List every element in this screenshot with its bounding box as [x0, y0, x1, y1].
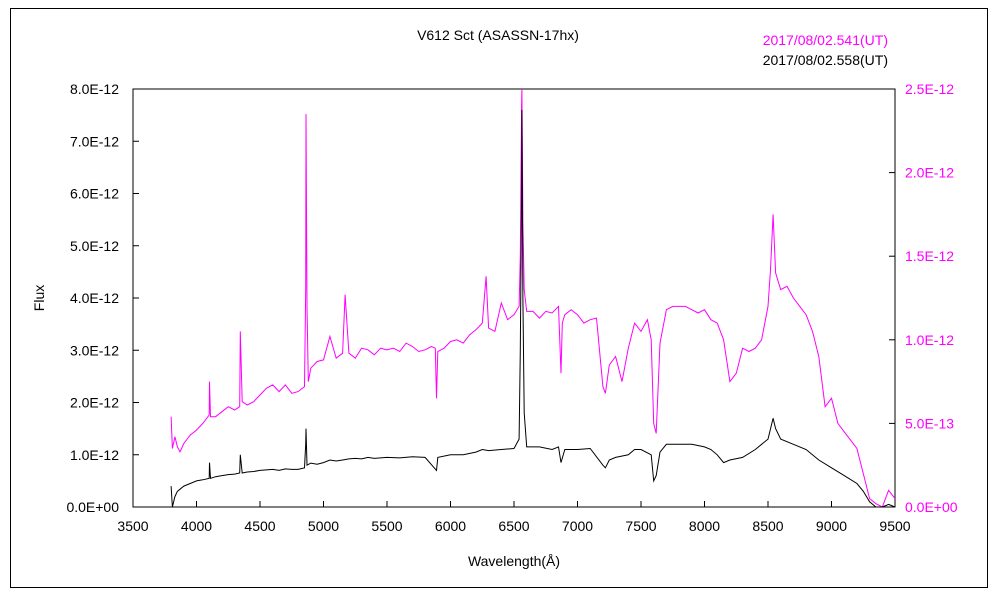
y-left-tick-label: 7.0E-12	[70, 133, 119, 149]
series-line-black	[170, 109, 896, 508]
y-left-tick-label: 0.0E+00	[66, 499, 119, 515]
x-tick-label: 7000	[562, 518, 593, 534]
y-right-tick-label: 5.0E-13	[905, 415, 954, 431]
plot-area	[132, 88, 896, 508]
chart-title: V612 Sct (ASASSN-17hx)	[417, 27, 579, 43]
x-tick-label: 4500	[244, 518, 275, 534]
x-tick-label: 9500	[879, 518, 910, 534]
x-tick-label: 7500	[625, 518, 656, 534]
y-axis-label: Flux	[31, 285, 47, 311]
y-left-tick-label: 6.0E-12	[70, 186, 119, 202]
y-left-tick-label: 3.0E-12	[70, 342, 119, 358]
x-tick-label: 8000	[689, 518, 720, 534]
y-left-tick-label: 1.0E-12	[70, 447, 119, 463]
series-line-magenta	[170, 88, 896, 508]
legend-series-magenta: 2017/08/02.541(UT)	[763, 32, 888, 48]
chart-frame	[10, 8, 988, 588]
x-tick-label: 8500	[752, 518, 783, 534]
x-tick-label: 5500	[371, 518, 402, 534]
y-right-tick-label: 2.5E-12	[905, 81, 954, 97]
x-tick-label: 6000	[435, 518, 466, 534]
legend-series-black: 2017/08/02.558(UT)	[763, 52, 888, 68]
y-right-tick-label: 1.0E-12	[905, 332, 954, 348]
x-tick-label: 5000	[308, 518, 339, 534]
y-left-tick-label: 8.0E-12	[70, 81, 119, 97]
x-tick-label: 6500	[498, 518, 529, 534]
x-axis-label: Wavelength(Å)	[468, 553, 560, 569]
y-left-tick-label: 4.0E-12	[70, 290, 119, 306]
y-right-tick-label: 1.5E-12	[905, 248, 954, 264]
x-tick-label: 3500	[117, 518, 148, 534]
y-right-tick-label: 0.0E+00	[905, 499, 958, 515]
x-tick-label: 9000	[816, 518, 847, 534]
series-group	[170, 88, 896, 508]
y-left-tick-label: 2.0E-12	[70, 395, 119, 411]
y-right-tick-label: 2.0E-12	[905, 165, 954, 181]
axis-ticks: 3500 4000 4500 5000 5500 6000 6500 7000 7500 8000…	[66, 81, 957, 534]
y-left-tick-label: 5.0E-12	[70, 238, 119, 254]
x-tick-label: 4000	[181, 518, 212, 534]
